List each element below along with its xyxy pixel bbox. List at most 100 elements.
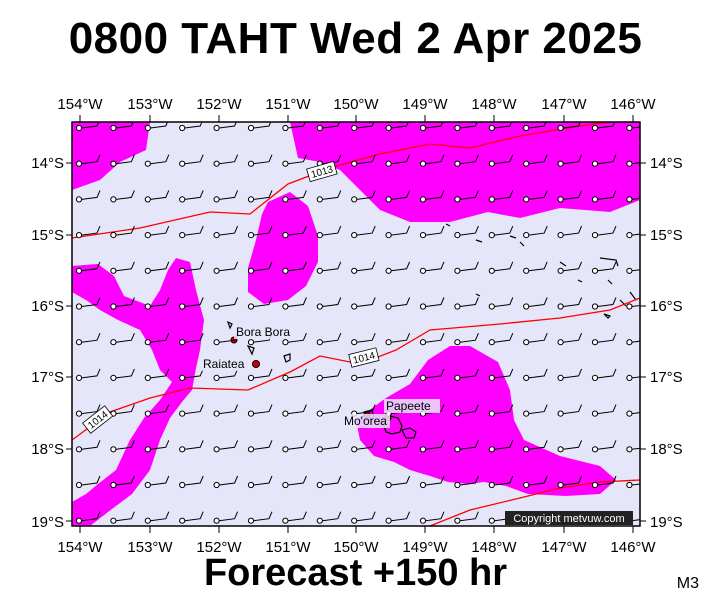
rainfall-areas (72, 122, 640, 526)
wind-barb (351, 190, 376, 203)
wind-barb (282, 333, 307, 346)
wind-barb (213, 404, 239, 417)
lon-label-bottom: 148°W (471, 539, 517, 556)
wind-barb (144, 404, 170, 417)
wind-barb (591, 368, 617, 381)
wind-barb (488, 475, 514, 489)
wind-barb (385, 333, 411, 346)
wind-barb (454, 368, 479, 381)
wind-barb (419, 368, 445, 381)
wind-barbs (75, 122, 640, 524)
wind-barb (385, 122, 409, 132)
wind-barb (110, 154, 135, 167)
wind-barb (385, 511, 411, 524)
wind-barb (213, 511, 239, 524)
lon-label-top: 149°W (402, 96, 448, 113)
wind-barb (144, 475, 170, 489)
tuamotu-reef-2 (445, 223, 637, 319)
wind-barb (557, 154, 583, 167)
wind-barb (454, 190, 479, 203)
lat-label-right: 18°S (650, 441, 683, 458)
wind-barb (144, 440, 170, 453)
wind-barb (419, 475, 445, 489)
wind-barb (75, 475, 101, 489)
wind-barb (419, 511, 445, 524)
wind-barb (247, 190, 273, 203)
wind-barb (385, 261, 411, 274)
wind-barb (591, 225, 617, 239)
wind-barb (385, 297, 411, 310)
wind-barb (179, 225, 204, 239)
isobar-south (429, 479, 640, 526)
wind-barb (557, 333, 583, 346)
lat-label-right: 19°S (650, 514, 683, 531)
latitude-labels-right: 14°S 15°S 16°S 17°S 18°S 19°S (650, 155, 683, 531)
wind-barb (591, 333, 617, 346)
wind-barb (247, 475, 273, 489)
wind-barb (385, 225, 411, 239)
wind-barb (179, 297, 204, 310)
wind-barb (419, 122, 444, 132)
wind-barb (419, 190, 445, 203)
wind-barb (213, 475, 239, 489)
rain-area-central (248, 192, 318, 304)
wind-barb (488, 297, 514, 310)
wind-barb (247, 511, 273, 524)
lat-label-left: 16°S (31, 298, 64, 315)
rain-area-north (290, 122, 640, 222)
lat-label-left: 14°S (31, 155, 64, 172)
wind-barb (626, 196, 640, 203)
place-label-moorea: Mo'orea (344, 414, 387, 428)
wind-barb (144, 368, 170, 381)
wind-barb (454, 475, 479, 489)
wind-barb (75, 440, 101, 453)
wind-barb (110, 261, 135, 274)
wind-barb (488, 368, 514, 381)
lon-label-top: 152°W (196, 96, 242, 113)
wind-barb (523, 440, 548, 453)
wind-barb (179, 368, 204, 381)
longitude-labels-bottom: 154°W 153°W 152°W 151°W 150°W 149°W 148°… (57, 539, 656, 556)
wind-barb (488, 225, 514, 239)
lon-label-top: 146°W (610, 96, 656, 113)
wind-barb (75, 225, 101, 239)
lon-label-bottom: 147°W (541, 539, 587, 556)
wind-barb (454, 404, 479, 417)
wind-barb (247, 261, 273, 274)
wind-barb (591, 154, 617, 167)
wind-barb (110, 122, 134, 132)
wind-barb (282, 511, 307, 524)
huahine-coast (283, 353, 291, 363)
wind-barb (110, 368, 135, 381)
wind-barb (385, 368, 411, 381)
wind-barb (626, 124, 640, 132)
lon-label-bottom: 151°W (265, 539, 311, 556)
wind-barb (488, 404, 514, 417)
wind-barb (488, 440, 514, 453)
lon-label-top: 153°W (127, 96, 173, 113)
model-tag: M3 (676, 575, 699, 592)
wind-barb (523, 225, 548, 239)
wind-barb (351, 440, 376, 453)
wind-barb (557, 368, 583, 381)
wind-barb (626, 232, 640, 239)
isobar-1014 (72, 297, 640, 441)
wind-barb (557, 404, 583, 417)
lon-label-bottom: 152°W (196, 539, 242, 556)
lon-label-bottom: 154°W (57, 539, 103, 556)
rain-area-west (72, 258, 204, 526)
lon-label-bottom: 146°W (610, 539, 656, 556)
wind-barb (523, 404, 548, 417)
wind-barb (213, 122, 237, 132)
lat-label-right: 17°S (650, 369, 683, 386)
wind-barb (179, 190, 204, 203)
lon-label-top: 148°W (471, 96, 517, 113)
wind-barb (523, 297, 548, 310)
wind-barb (591, 261, 617, 274)
isobar-label: 1014 (352, 350, 377, 366)
wind-barb (213, 225, 239, 239)
wind-barb (385, 154, 411, 167)
wind-barb (75, 297, 101, 310)
wind-barb (351, 368, 376, 381)
